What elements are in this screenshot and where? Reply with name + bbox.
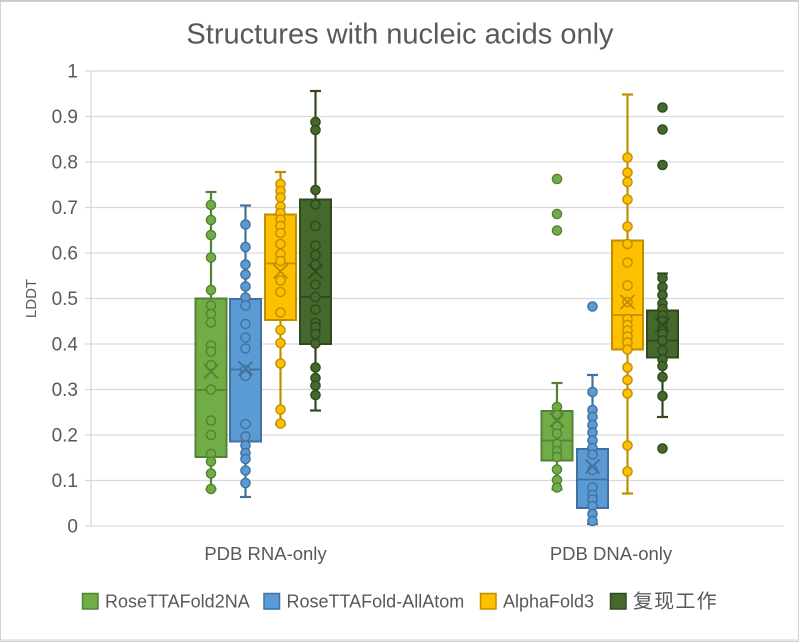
svg-text:0.6: 0.6 bbox=[52, 244, 78, 265]
svg-text:AlphaFold3: AlphaFold3 bbox=[503, 592, 594, 612]
svg-text:0.7: 0.7 bbox=[52, 198, 78, 219]
svg-text:Structures with nucleic acids: Structures with nucleic acids only bbox=[186, 19, 614, 51]
svg-text:0.4: 0.4 bbox=[52, 335, 79, 356]
svg-text:PDB DNA-only: PDB DNA-only bbox=[550, 543, 673, 564]
svg-text:0.8: 0.8 bbox=[52, 153, 78, 174]
svg-text:0.2: 0.2 bbox=[52, 426, 78, 447]
svg-text:0.1: 0.1 bbox=[52, 471, 78, 492]
svg-text:0: 0 bbox=[67, 517, 78, 538]
svg-text:RoseTTAFold2NA: RoseTTAFold2NA bbox=[105, 592, 250, 612]
svg-text:0.3: 0.3 bbox=[52, 380, 78, 401]
svg-text:PDB RNA-only: PDB RNA-only bbox=[204, 543, 327, 564]
svg-text:0.5: 0.5 bbox=[52, 289, 78, 310]
svg-text:LDDT: LDDT bbox=[23, 279, 40, 318]
svg-text:RoseTTAFold-AllAtom: RoseTTAFold-AllAtom bbox=[287, 592, 465, 612]
svg-text:1: 1 bbox=[67, 62, 78, 83]
svg-text:0.9: 0.9 bbox=[52, 107, 78, 128]
